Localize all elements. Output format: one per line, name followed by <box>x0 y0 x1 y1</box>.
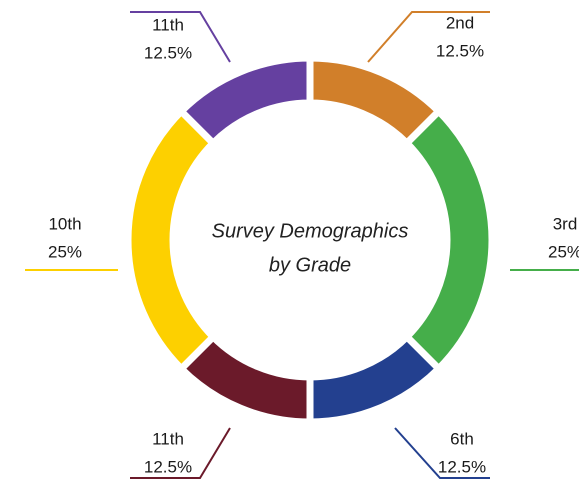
slice-label: 10th <box>48 214 81 233</box>
leader-line <box>367 11 490 63</box>
leader-line <box>394 427 490 479</box>
slice-value-label: 12.5% <box>144 457 192 476</box>
donut-segment <box>176 54 314 149</box>
chart-title: by Grade <box>269 254 351 276</box>
donut-segment <box>306 331 444 426</box>
slice-value-label: 12.5% <box>436 41 484 60</box>
slice-value-label: 12.5% <box>438 457 486 476</box>
slice-label: 3rd <box>553 214 578 233</box>
slice-value-label: 25% <box>48 242 82 261</box>
slice-label: 2nd <box>446 13 474 32</box>
slice-value-label: 25% <box>548 242 579 261</box>
leader-line <box>130 427 231 479</box>
slice-value-label: 12.5% <box>144 43 192 62</box>
slice-label: 11th <box>152 15 184 34</box>
donut-segment <box>124 106 219 374</box>
slice-label: 6th <box>450 429 474 448</box>
donut-segment <box>401 106 496 374</box>
leader-line <box>130 11 231 63</box>
slice-label: 11th <box>152 429 184 448</box>
chart-title: Survey Demographics <box>212 220 409 242</box>
